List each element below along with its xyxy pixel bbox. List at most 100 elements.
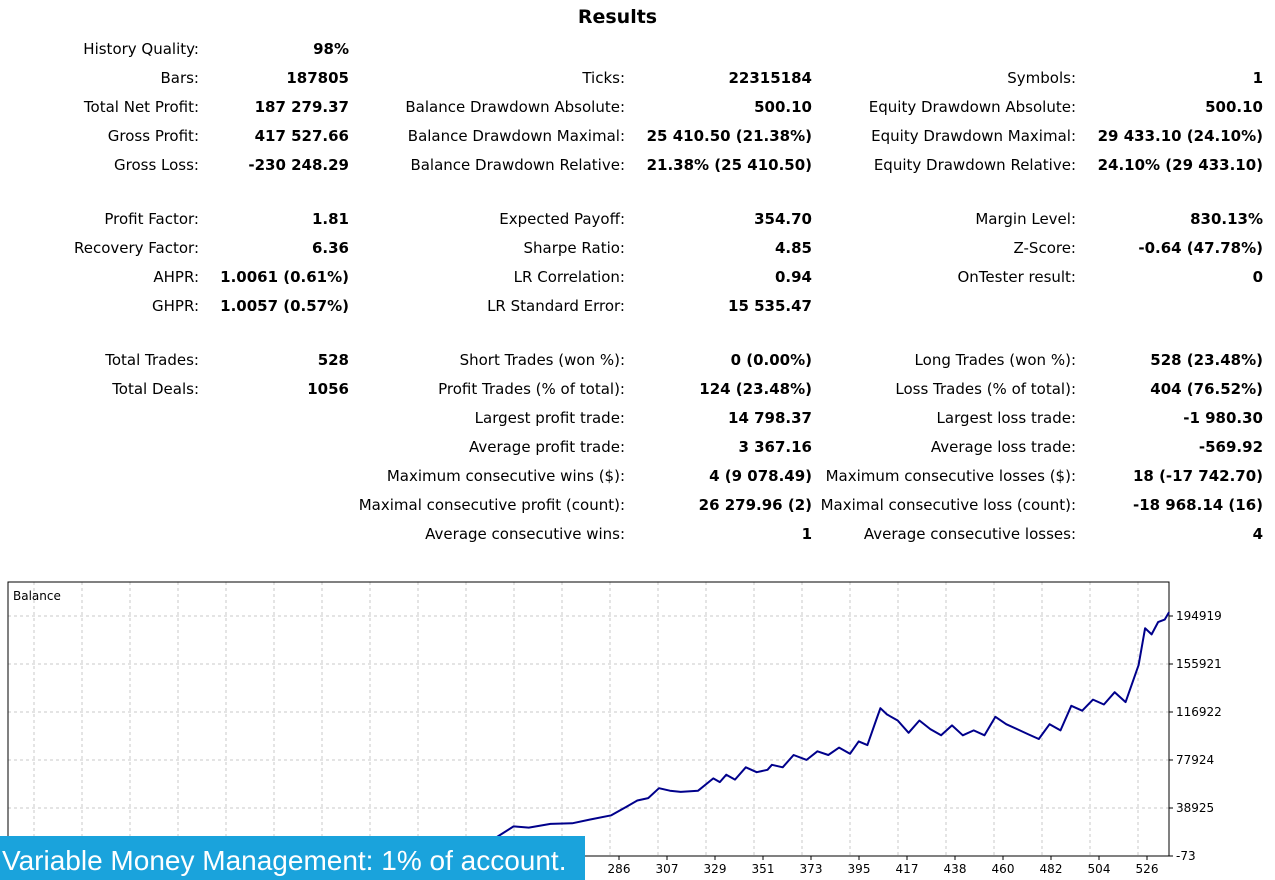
sharpe-ratio-value: 4.85 bbox=[774, 239, 812, 257]
total-trades-label: Total Trades: bbox=[105, 351, 199, 369]
short-trades-value: 0 (0.00%) bbox=[730, 351, 812, 369]
history-quality-label: History Quality: bbox=[83, 40, 199, 58]
x-tick-label: 417 bbox=[896, 862, 919, 876]
x-tick-label: 482 bbox=[1040, 862, 1063, 876]
balance-line bbox=[7, 611, 1170, 857]
lr-std-error-value: 15 535.47 bbox=[728, 297, 812, 315]
avg-consec-losses-label: Average consecutive losses: bbox=[863, 525, 1076, 543]
average-loss-trade-label: Average loss trade: bbox=[930, 438, 1076, 456]
max-consec-losses-value: 18 (-17 742.70) bbox=[1132, 467, 1263, 485]
gross-profit-label: Gross Profit: bbox=[107, 127, 199, 145]
balance-dd-rel-label: Balance Drawdown Relative: bbox=[410, 156, 625, 174]
equity-dd-max-value: 29 433.10 (24.10%) bbox=[1097, 127, 1263, 145]
profit-trades-label: Profit Trades (% of total): bbox=[438, 380, 625, 398]
x-tick-label: 351 bbox=[752, 862, 775, 876]
ticks-value: 22315184 bbox=[728, 69, 813, 87]
equity-dd-rel-value: 24.10% (29 433.10) bbox=[1097, 156, 1263, 174]
equity-dd-abs-label: Equity Drawdown Absolute: bbox=[868, 98, 1076, 116]
y-tick-label: 77924 bbox=[1176, 753, 1214, 767]
money-management-banner: Variable Money Management: 1% of account… bbox=[0, 836, 585, 880]
profit-trades-value: 124 (23.48%) bbox=[699, 380, 812, 398]
y-tick-label: 38925 bbox=[1176, 801, 1214, 815]
y-tick-label: -73 bbox=[1176, 849, 1196, 863]
expected-payoff-value: 354.70 bbox=[754, 210, 812, 228]
z-score-value: -0.64 (47.78%) bbox=[1138, 239, 1263, 257]
x-tick-label: 307 bbox=[656, 862, 679, 876]
largest-profit-trade-label: Largest profit trade: bbox=[474, 409, 625, 427]
loss-trades-label: Loss Trades (% of total): bbox=[895, 380, 1076, 398]
y-tick-label: 116922 bbox=[1176, 705, 1222, 719]
max-consec-losses-label: Maximum consecutive losses ($): bbox=[825, 467, 1076, 485]
results-title: Results bbox=[577, 6, 658, 28]
maximal-consec-profit-label: Maximal consecutive profit (count): bbox=[358, 496, 625, 514]
chart-series bbox=[7, 611, 1170, 857]
y-tick-label: 155921 bbox=[1176, 657, 1222, 671]
y-axis-ticks: -73 38925 77924 116922 155921 194919 bbox=[1169, 609, 1222, 863]
x-axis-ticks: 286 307 329 351 373 395 417 438 460 482 504 526 bbox=[608, 856, 1159, 876]
sharpe-ratio-label: Sharpe Ratio: bbox=[523, 239, 625, 257]
bars-value: 187805 bbox=[286, 69, 349, 87]
lr-correlation-value: 0.94 bbox=[774, 268, 812, 286]
chart-frame bbox=[7, 581, 1170, 857]
max-consec-wins-label: Maximum consecutive wins ($): bbox=[386, 467, 625, 485]
z-score-label: Z-Score: bbox=[1013, 239, 1077, 257]
margin-level-value: 830.13% bbox=[1190, 210, 1263, 228]
maximal-consec-loss-label: Maximal consecutive loss (count): bbox=[820, 496, 1076, 514]
expected-payoff-label: Expected Payoff: bbox=[499, 210, 625, 228]
balance-dd-max-label: Balance Drawdown Maximal: bbox=[407, 127, 625, 145]
lr-correlation-label: LR Correlation: bbox=[513, 268, 625, 286]
total-net-profit-value: 187 279.37 bbox=[254, 98, 349, 116]
total-deals-label: Total Deals: bbox=[112, 380, 199, 398]
recovery-factor-value: 6.36 bbox=[311, 239, 349, 257]
total-deals-value: 1056 bbox=[307, 380, 349, 398]
x-tick-label: 329 bbox=[704, 862, 727, 876]
ahpr-label: AHPR: bbox=[153, 268, 199, 286]
margin-level-label: Margin Level: bbox=[975, 210, 1076, 228]
ghpr-value: 1.0057 (0.57%) bbox=[220, 297, 349, 315]
x-tick-label: 395 bbox=[848, 862, 871, 876]
average-profit-trade-value: 3 367.16 bbox=[738, 438, 812, 456]
total-net-profit-label: Total Net Profit: bbox=[83, 98, 199, 116]
x-tick-label: 373 bbox=[800, 862, 823, 876]
largest-loss-trade-label: Largest loss trade: bbox=[936, 409, 1076, 427]
max-consec-wins-value: 4 (9 078.49) bbox=[709, 467, 812, 485]
x-tick-label: 526 bbox=[1136, 862, 1159, 876]
symbols-label: Symbols: bbox=[1007, 69, 1076, 87]
avg-consec-losses-value: 4 bbox=[1252, 525, 1263, 543]
x-tick-label: 460 bbox=[992, 862, 1015, 876]
long-trades-value: 528 (23.48%) bbox=[1150, 351, 1263, 369]
balance-chart: Balance -73 38925 77924 116922 155921 194919 … bbox=[0, 570, 1275, 880]
average-loss-trade-value: -569.92 bbox=[1198, 438, 1263, 456]
balance-dd-abs-label: Balance Drawdown Absolute: bbox=[405, 98, 625, 116]
balance-dd-abs-value: 500.10 bbox=[754, 98, 812, 116]
short-trades-label: Short Trades (won %): bbox=[459, 351, 625, 369]
ontester-result-value: 0 bbox=[1252, 268, 1263, 286]
profit-factor-value: 1.81 bbox=[311, 210, 349, 228]
equity-dd-max-label: Equity Drawdown Maximal: bbox=[871, 127, 1076, 145]
x-tick-label: 504 bbox=[1088, 862, 1111, 876]
x-tick-label: 286 bbox=[608, 862, 631, 876]
total-trades-value: 528 bbox=[317, 351, 349, 369]
average-profit-trade-label: Average profit trade: bbox=[468, 438, 625, 456]
gross-loss-label: Gross Loss: bbox=[114, 156, 199, 174]
loss-trades-value: 404 (76.52%) bbox=[1150, 380, 1263, 398]
ahpr-value: 1.0061 (0.61%) bbox=[220, 268, 349, 286]
x-tick-label: 438 bbox=[944, 862, 967, 876]
ghpr-label: GHPR: bbox=[152, 297, 199, 315]
balance-dd-rel-value: 21.38% (25 410.50) bbox=[646, 156, 812, 174]
avg-consec-wins-label: Average consecutive wins: bbox=[425, 525, 625, 543]
maximal-consec-profit-value: 26 279.96 (2) bbox=[698, 496, 812, 514]
ontester-result-label: OnTester result: bbox=[957, 268, 1076, 286]
largest-loss-trade-value: -1 980.30 bbox=[1183, 409, 1263, 427]
y-tick-label: 194919 bbox=[1176, 609, 1222, 623]
equity-dd-abs-value: 500.10 bbox=[1205, 98, 1263, 116]
symbols-value: 1 bbox=[1252, 69, 1263, 87]
lr-std-error-label: LR Standard Error: bbox=[487, 297, 625, 315]
long-trades-label: Long Trades (won %): bbox=[914, 351, 1076, 369]
recovery-factor-label: Recovery Factor: bbox=[73, 239, 199, 257]
maximal-consec-loss-value: -18 968.14 (16) bbox=[1132, 496, 1263, 514]
chart-grid bbox=[8, 582, 1169, 856]
gross-profit-value: 417 527.66 bbox=[254, 127, 349, 145]
profit-factor-label: Profit Factor: bbox=[104, 210, 199, 228]
balance-chart-svg: Balance -733892577924116922155921194919 … bbox=[7, 581, 1222, 876]
